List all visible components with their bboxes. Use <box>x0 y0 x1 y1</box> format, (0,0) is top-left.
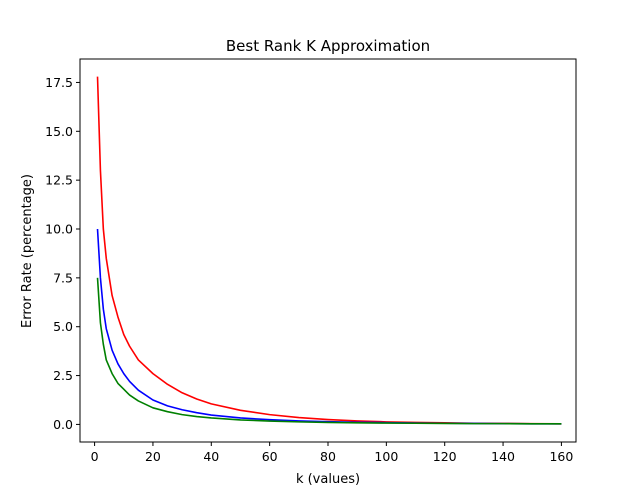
x-tick-label: 160 <box>549 449 573 464</box>
y-tick-label: 5.0 <box>53 319 73 334</box>
x-tick-label: 100 <box>374 449 398 464</box>
x-tick-label: 40 <box>203 449 219 464</box>
y-tick-label: 7.5 <box>53 270 73 285</box>
y-tick-label: 0.0 <box>53 417 73 432</box>
y-tick-label: 10.0 <box>45 222 73 237</box>
x-tick-label: 80 <box>320 449 336 464</box>
y-tick-label: 2.5 <box>53 368 73 383</box>
x-axis-title: k (values) <box>296 472 360 487</box>
x-axis-ticks: 0 20 40 60 80 100 120 140 160 <box>91 442 573 464</box>
y-tick-label: 15.0 <box>45 124 73 139</box>
y-axis-title: Error Rate (percentage) <box>20 174 35 328</box>
x-tick-label: 120 <box>433 449 457 464</box>
chart-title: Best Rank K Approximation <box>226 37 430 55</box>
y-axis-ticks: 0.0 2.5 5.0 7.5 10.0 12.5 15.0 17.5 <box>45 75 80 432</box>
x-tick-label: 140 <box>491 449 515 464</box>
series-layer <box>96 76 562 425</box>
plot-area <box>80 59 576 442</box>
x-tick-label: 60 <box>262 449 278 464</box>
series-line-3 <box>96 277 562 425</box>
x-tick-label: 20 <box>145 449 161 464</box>
y-tick-label: 12.5 <box>45 173 73 188</box>
y-tick-label: 17.5 <box>45 75 73 90</box>
x-tick-label: 0 <box>91 449 99 464</box>
